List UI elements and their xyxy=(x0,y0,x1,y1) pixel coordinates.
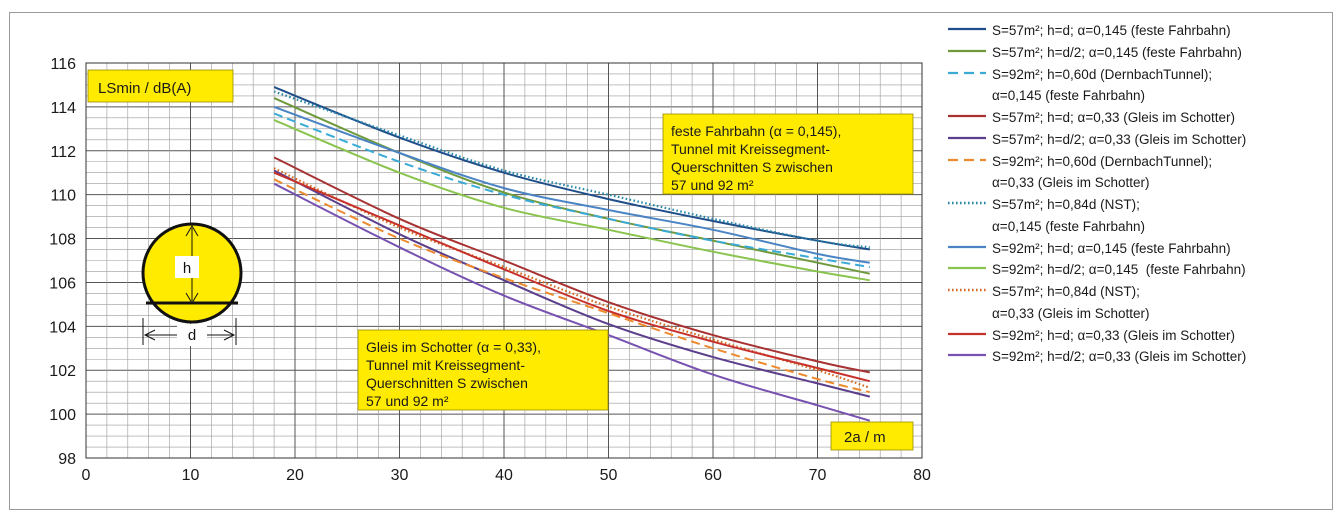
legend-label: S=92m²; h=d; α=0,145 (feste Fahrbahn) xyxy=(992,240,1231,256)
x-tick-label: 80 xyxy=(913,467,931,484)
series-line-6 xyxy=(273,178,871,394)
legend-entry-6: S=92m²; h=0,60d (DernbachTunnel); α=0,33… xyxy=(946,151,1336,195)
y-tick-label: 102 xyxy=(49,363,76,380)
legend-entry-5: S=57m²; h=d/2; α=0,33 (Gleis im Schotter… xyxy=(946,129,1336,151)
legend-entry-11: S=92m²; h=d; α=0,33 (Gleis im Schotter) xyxy=(946,325,1336,347)
legend-label: S=92m²; h=0,60d (DernbachTunnel); α=0,33… xyxy=(992,153,1213,191)
legend-label: S=92m²; h=d/2; α=0,33 (Gleis im Schotter… xyxy=(992,349,1247,365)
xlabel-box: 2a / m xyxy=(830,421,914,451)
legend-entry-8: S=92m²; h=d; α=0,145 (feste Fahrbahn) xyxy=(946,238,1336,260)
tunnel-cross-section-inset: h d xyxy=(141,222,243,346)
legend-entry-7: S=57m²; h=0,84d (NST); α=0,145 (feste Fa… xyxy=(946,194,1336,238)
legend-swatch xyxy=(948,245,986,248)
ylabel: LSmin / dB(A) xyxy=(98,80,191,97)
y-tick-label: 100 xyxy=(49,407,76,424)
legend-swatch xyxy=(948,27,986,31)
x-tick-label: 10 xyxy=(182,467,200,484)
legend-label: S=57m²; h=0,84d (NST); α=0,33 (Gleis im … xyxy=(992,284,1150,321)
legend-entry-10: S=57m²; h=0,84d (NST); α=0,33 (Gleis im … xyxy=(946,281,1336,325)
y-tick-label: 114 xyxy=(50,100,76,117)
diameter-arrow-right xyxy=(223,329,236,341)
y-tick-label: 110 xyxy=(50,188,76,205)
legend-entry-12: S=92m²; h=d/2; α=0,33 (Gleis im Schotter… xyxy=(946,346,1336,368)
height-label: h xyxy=(183,260,191,277)
legend-label: S=57m²; h=d; α=0,145 (feste Fahrbahn) xyxy=(992,23,1231,38)
legend: S=57m²; h=d; α=0,145 (feste Fahrbahn) S=5… xyxy=(946,20,1336,368)
legend-entry-3: S=92m²; h=0,60d (DernbachTunnel); α=0,14… xyxy=(946,64,1336,108)
diameter-label: d xyxy=(188,327,196,344)
x-tick-label: 50 xyxy=(600,467,618,484)
y-tick-label: 116 xyxy=(50,56,76,73)
series-line-11 xyxy=(273,171,871,383)
x-tick-label: 20 xyxy=(286,467,304,484)
legend-swatch xyxy=(948,49,986,52)
legend-entry-1: S=57m²; h=d; α=0,145 (feste Fahrbahn) xyxy=(946,20,1336,42)
series-line-5 xyxy=(273,169,871,398)
diameter-arrow-left xyxy=(143,329,156,341)
legend-swatch xyxy=(948,136,986,139)
y-tick-label: 106 xyxy=(49,275,76,292)
legend-entry-2: S=57m²; h=d/2; α=0,145 (feste Fahrbahn) xyxy=(946,42,1336,64)
plot-border xyxy=(85,62,923,459)
xlabel: 2a / m xyxy=(844,429,886,446)
x-tick-label: 0 xyxy=(82,467,91,484)
legend-swatch xyxy=(948,201,986,205)
y-tick-label: 98 xyxy=(58,451,76,468)
x-tick-label: 40 xyxy=(495,467,513,484)
legend-swatch xyxy=(948,267,986,270)
y-tick-label: 112 xyxy=(50,144,76,161)
diameter-label-box xyxy=(177,324,207,346)
series-line-10 xyxy=(273,167,871,389)
series-line-8 xyxy=(273,105,870,264)
legend-label: S=92m²; h=d/2; α=0,145 (feste Fahrbahn) xyxy=(992,262,1246,278)
annotation-text-feste-fahrbahn: feste Fahrbahn (α = 0,145), Tunnel mit Kr… xyxy=(671,123,841,193)
height-arrow-top xyxy=(185,225,199,237)
legend-swatch xyxy=(948,288,986,292)
legend-entry-9: S=92m²; h=d/2; α=0,145 (feste Fahrbahn) xyxy=(946,259,1336,281)
annotation-gleis-im-schotter: Gleis im Schotter (α = 0,33), Tunnel mit … xyxy=(357,329,609,411)
legend-swatch xyxy=(948,354,986,357)
legend-label: S=92m²; h=0,60d (DernbachTunnel); α=0,14… xyxy=(992,66,1213,104)
legend-label: S=57m²; h=d/2; α=0,145 (feste Fahrbahn) xyxy=(992,44,1242,60)
legend-swatch xyxy=(948,332,986,335)
legend-entry-4: S=57m²; h=d; α=0,33 (Gleis im Schotter) xyxy=(946,107,1336,129)
x-tick-label: 30 xyxy=(391,467,409,484)
series-lines xyxy=(273,86,871,422)
height-arrow-bottom xyxy=(185,292,199,304)
ylabel-box: LSmin / dB(A) xyxy=(87,69,234,103)
x-tick-label: 70 xyxy=(809,467,827,484)
series-line-3 xyxy=(273,112,870,269)
annotation-text-gleis-im-schotter: Gleis im Schotter (α = 0,33), Tunnel mit … xyxy=(366,339,541,409)
legend-label: S=92m²; h=d; α=0,33 (Gleis im Schotter) xyxy=(992,327,1236,343)
legend-swatch xyxy=(948,158,986,161)
legend-swatch xyxy=(948,114,986,118)
legend-label: S=57m²; h=d/2; α=0,33 (Gleis im Schotter… xyxy=(992,131,1247,147)
x-tick-label: 60 xyxy=(704,467,722,484)
series-line-1 xyxy=(273,86,870,251)
annotation-feste-fahrbahn: feste Fahrbahn (α = 0,145), Tunnel mit Kr… xyxy=(662,113,914,195)
y-tick-label: 108 xyxy=(49,232,76,249)
legend-label: S=57m²; h=0,84d (NST); α=0,145 (feste Fa… xyxy=(992,197,1146,234)
legend-label: S=57m²; h=d; α=0,33 (Gleis im Schotter) xyxy=(992,110,1236,125)
legend-swatch xyxy=(948,71,986,74)
series-line-4 xyxy=(273,156,871,374)
axes: 98 100 102 104 106 108 110 112 114 116 0 10 20 30 40 50… xyxy=(49,56,931,484)
series-line-9 xyxy=(273,119,870,282)
series-line-7 xyxy=(273,90,870,249)
height-label-box xyxy=(175,256,199,278)
y-tick-label: 104 xyxy=(49,319,76,336)
